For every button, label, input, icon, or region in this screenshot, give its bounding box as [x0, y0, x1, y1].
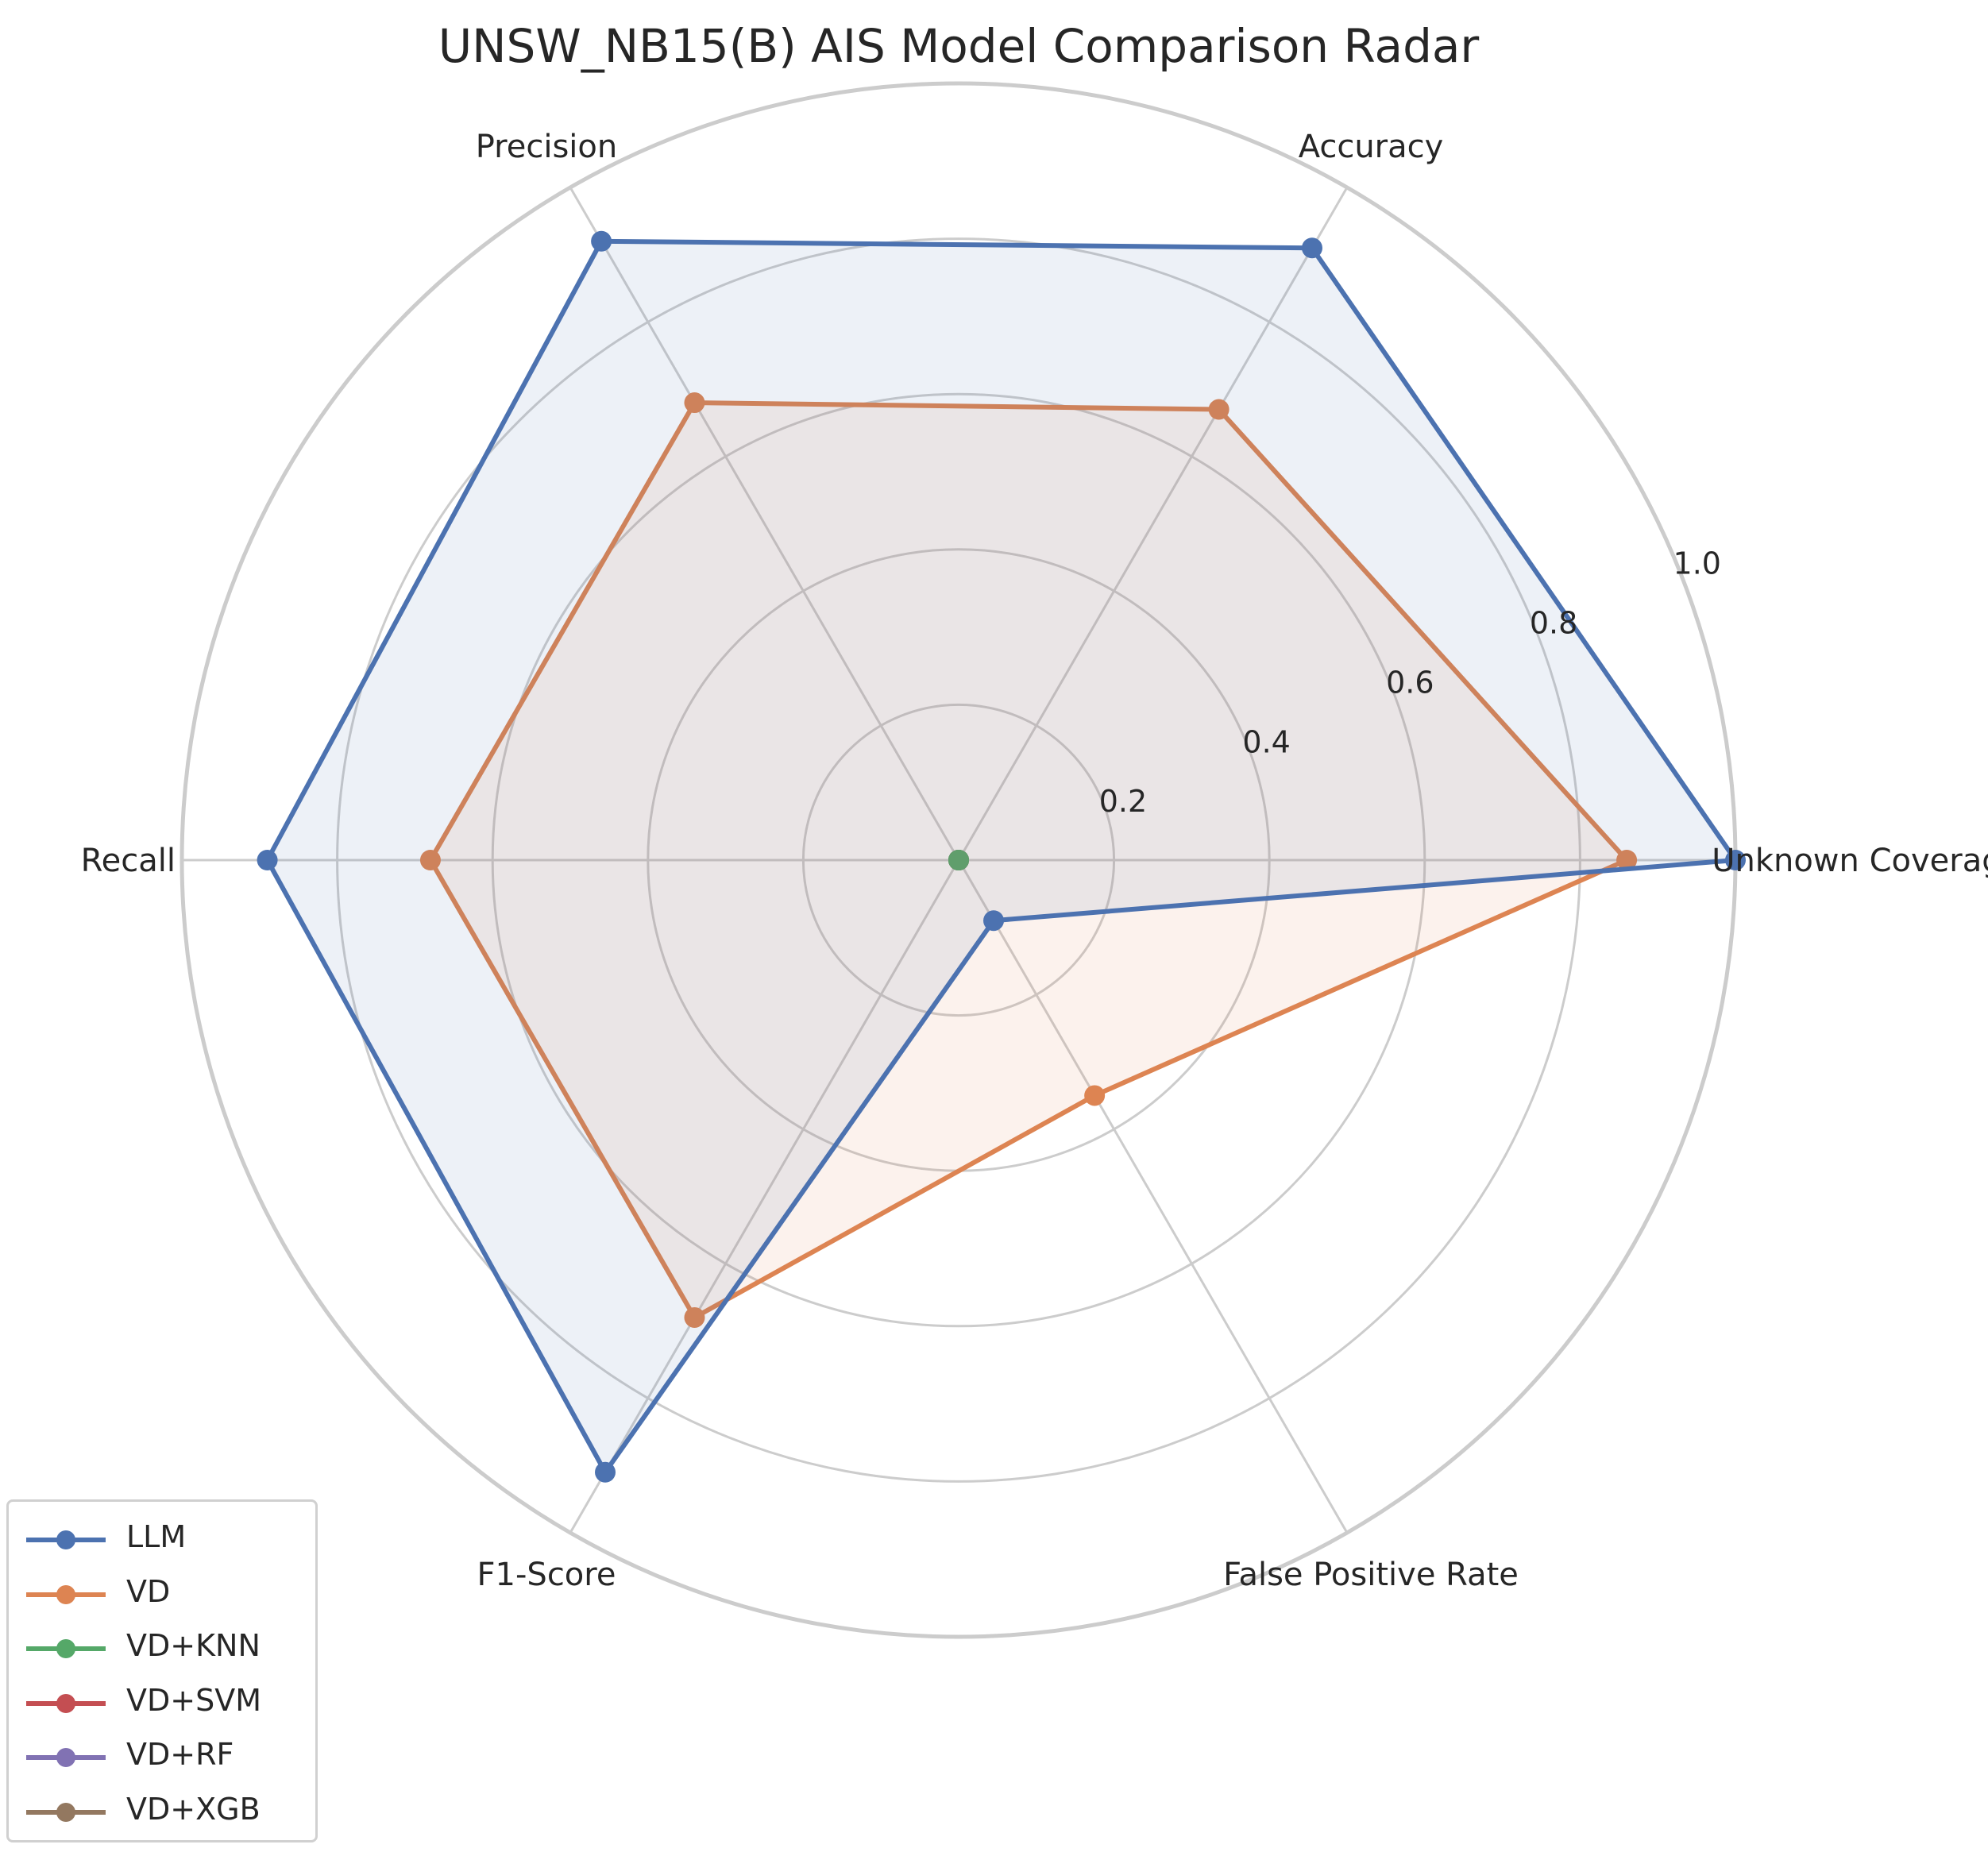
radial-tick-label: 0.6	[1386, 665, 1434, 700]
radar-series	[257, 230, 1746, 1483]
legend: LLM VD VD+KNN VD+SVM VD+RF VD+XGB	[6, 1499, 318, 1842]
spoke-line	[569, 859, 960, 1534]
legend-label: VD+RF	[126, 1737, 234, 1772]
spoke-line	[957, 859, 1349, 1534]
data-point	[1725, 850, 1746, 870]
radial-tick-label: 1.0	[1673, 546, 1721, 581]
grid-ring	[801, 703, 1116, 1017]
data-point	[948, 850, 969, 870]
legend-swatch	[26, 1693, 106, 1713]
legend-label: VD	[126, 1573, 171, 1609]
legend-item: LLM	[9, 1513, 315, 1568]
legend-swatch	[26, 1584, 106, 1604]
legend-swatch	[26, 1802, 106, 1822]
radial-tick-label: 0.4	[1242, 724, 1290, 759]
axis-label: Accuracy	[1299, 129, 1444, 165]
legend-label: VD+KNN	[126, 1628, 261, 1663]
legend-label: VD+XGB	[126, 1791, 261, 1827]
radial-tick-label: 0.8	[1530, 606, 1577, 641]
legend-swatch	[26, 1530, 106, 1549]
data-point	[419, 850, 441, 870]
data-point	[1208, 399, 1229, 420]
legend-item: VD	[9, 1568, 315, 1623]
legend-item: VD+SVM	[9, 1677, 315, 1731]
data-point	[257, 850, 278, 870]
chart-title: UNSW_NB15(B) AIS Model Comparison Radar	[438, 19, 1480, 73]
axis-label: Recall	[81, 843, 176, 879]
grid-ring	[491, 392, 1426, 1328]
spoke-line	[569, 187, 960, 861]
series-fill	[267, 241, 1736, 1472]
data-point	[591, 230, 612, 252]
data-point	[595, 1461, 616, 1483]
legend-label: LLM	[126, 1519, 187, 1554]
legend-swatch	[26, 1748, 106, 1767]
legend-item: VD+XGB	[9, 1785, 315, 1840]
axis-label: False Positive Rate	[1223, 1557, 1519, 1593]
data-point	[1084, 1085, 1106, 1106]
axis-label: F1-Score	[477, 1557, 616, 1593]
data-point	[684, 1306, 705, 1328]
legend-label: VD+SVM	[126, 1682, 261, 1718]
radar-labels: 0.2 0.4 0.6 0.8 1.0 Unknown Coverage Accuracy P…	[81, 129, 1988, 1593]
data-point	[684, 392, 705, 414]
spoke-line	[957, 187, 1349, 861]
data-point	[1616, 850, 1638, 870]
legend-swatch	[26, 1639, 106, 1658]
legend-item: VD+RF	[9, 1731, 315, 1785]
grid-ring	[336, 237, 1581, 1483]
radial-tick-label: 0.2	[1099, 784, 1147, 819]
legend-item: VD+KNN	[9, 1622, 315, 1677]
axis-label: Precision	[476, 129, 617, 165]
data-point	[983, 910, 1005, 932]
series-fill	[430, 403, 1627, 1318]
data-point	[1301, 237, 1322, 259]
axis-label: Unknown Coverage	[1712, 843, 1988, 879]
